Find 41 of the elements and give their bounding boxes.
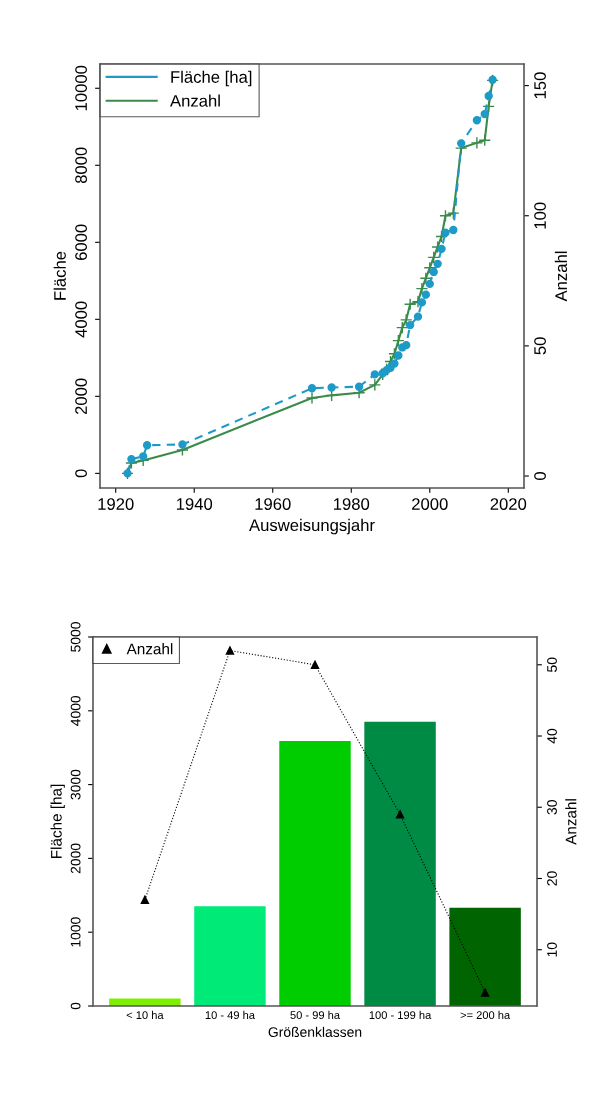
y-tick-label: 5000 [70,622,81,652]
y2-tick-label: 50 [534,337,546,355]
x-tick-label: 1920 [98,498,134,510]
y-tick-label: 3000 [70,769,81,800]
y2-axis-title: Anzahl [565,799,577,845]
y-tick-label: 0 [70,1002,81,1010]
y2-tick-label: 30 [547,800,557,815]
y-axis-title: Fläche [53,251,66,300]
y2-tick-label: 50 [547,657,557,672]
legend-label: Fläche [ha] [171,70,252,87]
x-tick-label: >= 200 ha [460,1010,511,1020]
y2-tick-label: 10 [547,942,557,957]
x-axis-title: Größenklassen [268,1026,362,1037]
y-tick-label: 2000 [75,378,87,415]
y2-tick-label: 150 [534,72,546,99]
y-axis-title: Fläche [ha] [50,784,65,859]
y-tick-label: 1000 [70,917,81,947]
x-tick-label: 1940 [176,498,213,510]
y2-tick-label: 100 [534,202,546,229]
y-tick-label: 10000 [75,65,87,111]
x-tick-label: 2020 [490,498,527,510]
y2-tick-label: 0 [534,472,546,481]
y-tick-label: 0 [75,469,87,478]
y-tick-label: 4000 [70,695,81,726]
legend-label: Anzahl [170,94,220,107]
y-tick-label: 2000 [70,843,81,874]
x-tick-label: 10 - 49 ha [205,1010,255,1020]
x-tick-label: 1980 [333,498,370,510]
x-tick-label: < 10 ha [126,1010,164,1020]
x-axis-title: Ausweisungsjahr [249,518,375,535]
y2-axis-title: Anzahl [554,251,568,302]
y-tick-label: 8000 [75,147,87,184]
legend-label: Anzahl [126,643,173,655]
x-tick-label: 100 - 199 ha [369,1010,432,1020]
x-tick-label: 50 - 99 ha [290,1010,341,1020]
x-tick-label: 2000 [412,498,448,510]
y-tick-label: 6000 [75,224,87,260]
y2-tick-label: 20 [547,871,557,886]
y-tick-label: 4000 [75,301,87,338]
y2-tick-label: 40 [547,728,557,744]
x-tick-label: 1960 [255,498,291,510]
